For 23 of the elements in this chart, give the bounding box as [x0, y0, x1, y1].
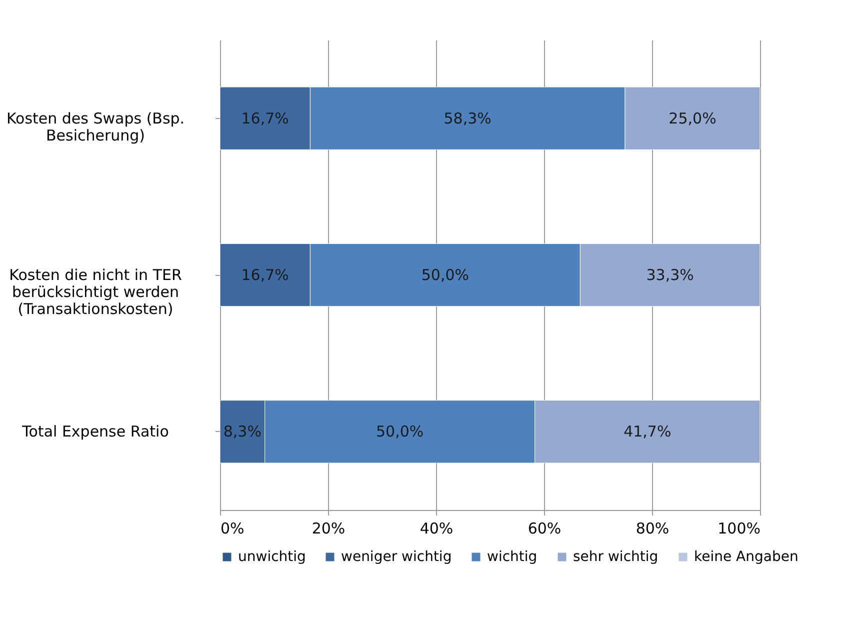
- x-tick-label: 100%: [718, 520, 760, 538]
- x-tick-label: 0%: [220, 520, 244, 538]
- x-tick-label: 60%: [528, 520, 562, 538]
- data-label: 50,0%: [421, 266, 470, 284]
- legend-label: keine Angaben: [694, 549, 798, 565]
- data-label: 33,3%: [646, 266, 694, 284]
- y-tick-label: Kosten die nicht in TER berücksichtigt werden (Transaktionskosten): [9, 266, 182, 318]
- data-label: 58,3%: [444, 109, 492, 128]
- data-label: 41,7%: [624, 422, 672, 441]
- x-tick-label: 80%: [636, 520, 670, 538]
- y-tick-label: Total Expense Ratio: [21, 422, 169, 441]
- legend-label: wichtig: [487, 549, 538, 565]
- legend-label: unwichtig: [238, 549, 306, 565]
- x-tick-label: 40%: [420, 520, 454, 538]
- x-tick-label: 20%: [312, 520, 346, 538]
- data-label: 50,0%: [376, 422, 424, 441]
- data-label: 8,3%: [223, 422, 262, 441]
- data-label: 16,7%: [241, 109, 289, 128]
- y-tick-label: Kosten des Swaps (Bsp. Besicherung): [6, 109, 185, 144]
- legend-label: sehr wichtig: [573, 549, 658, 565]
- data-label: 16,7%: [241, 266, 289, 284]
- legend-label: weniger wichtig: [341, 549, 452, 565]
- data-label: 25,0%: [668, 109, 716, 128]
